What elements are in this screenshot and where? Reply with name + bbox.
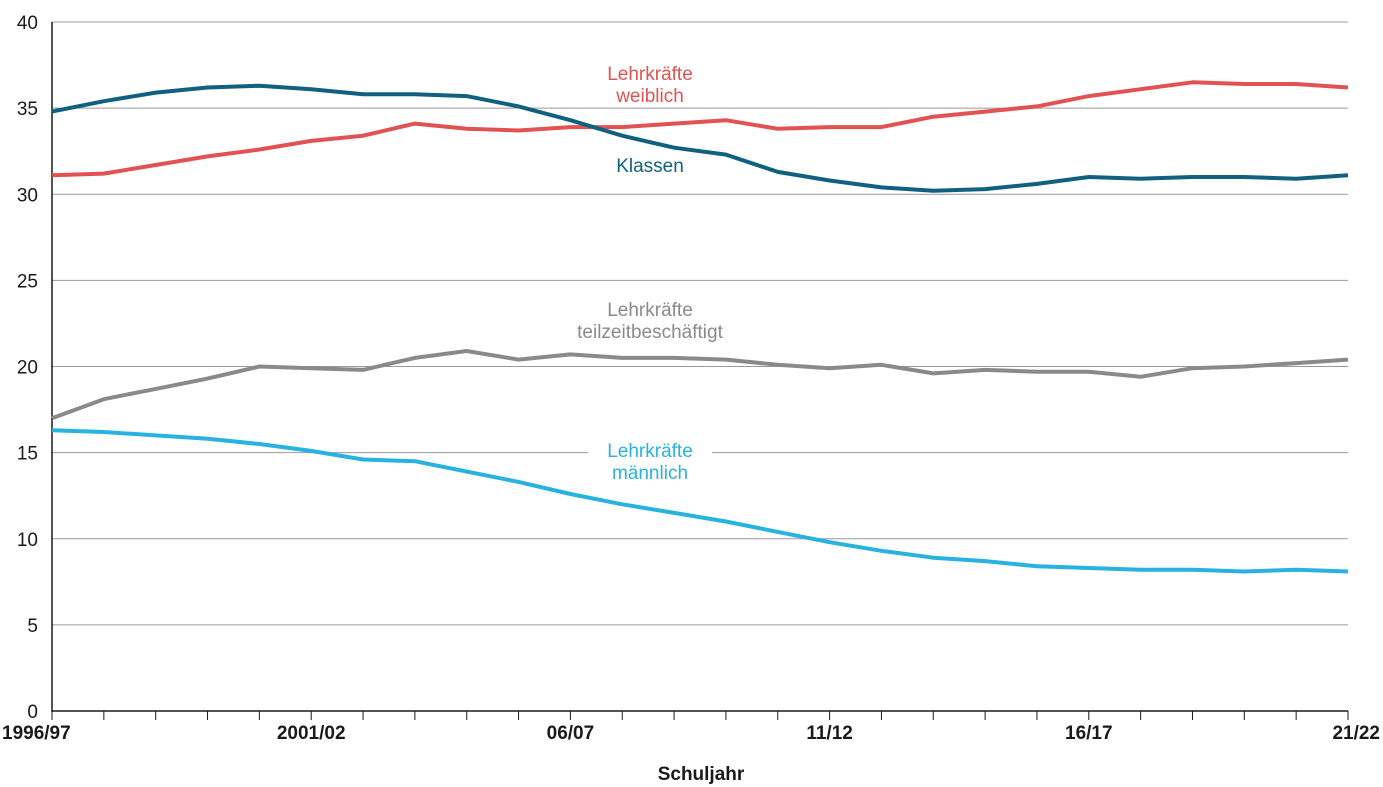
y-tick-label: 5 <box>27 616 38 637</box>
series-label: Klassen <box>616 156 684 177</box>
label-background <box>588 438 712 492</box>
x-axis-title: Schuljahr <box>658 764 745 785</box>
series-label: Lehrkräfte <box>607 300 693 321</box>
y-tick-label: 0 <box>27 702 38 723</box>
series-line-1 <box>51 83 1349 193</box>
y-tick-label: 40 <box>17 13 38 34</box>
x-tick-label: 06/07 <box>547 723 595 744</box>
y-axis: 0 5 10 15 20 25 30 35 40 <box>17 13 53 723</box>
series-label: männlich <box>612 463 688 484</box>
y-tick-label: 35 <box>17 99 38 120</box>
series-label: teilzeitbeschäftigt <box>577 322 723 343</box>
x-axis: 1996/97 2001/02 06/07 11/12 16/17 21/22 <box>2 710 1380 744</box>
series-labels: LehrkräfteweiblichKlassenLehrkräfteteilz… <box>577 64 724 492</box>
series-line-3 <box>51 428 1349 574</box>
series-label: Lehrkräfte <box>607 64 693 85</box>
y-tick-label: 25 <box>17 271 38 292</box>
y-tick-label: 30 <box>17 185 38 206</box>
series-label: weiblich <box>615 86 684 107</box>
series-label: Lehrkräfte <box>607 441 693 462</box>
series-lines <box>51 80 1349 574</box>
y-tick-label: 20 <box>17 358 38 379</box>
x-tick-label: 16/17 <box>1065 723 1113 744</box>
x-tick-label: 21/22 <box>1332 723 1380 744</box>
series-line-2 <box>51 349 1349 421</box>
x-tick-label: 2001/02 <box>277 723 346 744</box>
y-tick-label: 10 <box>17 530 38 551</box>
x-tick-label: 11/12 <box>806 723 853 744</box>
y-tick-label: 15 <box>17 444 38 465</box>
series-line-0 <box>51 80 1349 178</box>
x-tick-label: 1996/97 <box>2 723 71 744</box>
